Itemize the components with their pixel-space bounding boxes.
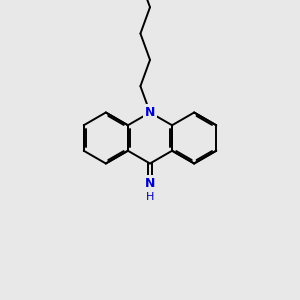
Text: N: N — [145, 177, 155, 190]
Text: H: H — [146, 193, 154, 202]
Text: N: N — [145, 106, 155, 119]
